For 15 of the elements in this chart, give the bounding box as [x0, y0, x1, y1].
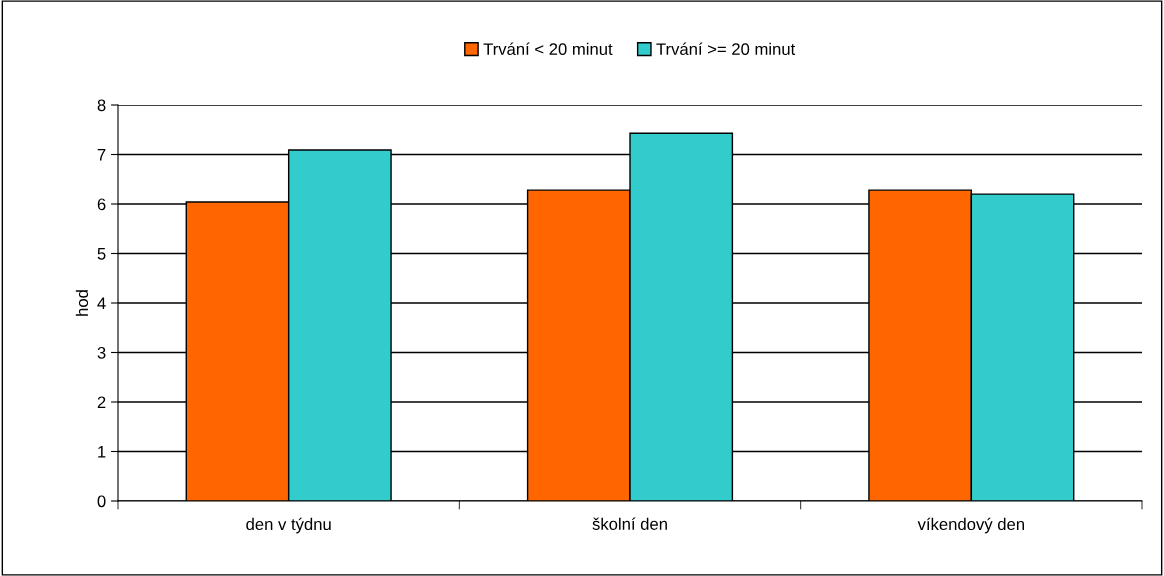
legend-label: Trvání < 20 minut [483, 42, 613, 56]
y-tick-label: 6 [97, 198, 106, 211]
x-tick-label: víkendový den [917, 517, 1024, 534]
x-tick-label: školní den [592, 517, 667, 530]
y-tick-label: 1 [98, 446, 106, 458]
y-tick-label: 7 [97, 149, 106, 161]
y-tick-label: 3 [97, 346, 106, 359]
y-tick-label: 4 [97, 297, 106, 310]
y-axis-title: hod [75, 290, 89, 316]
x-tick-label: den v týdnu [246, 517, 331, 534]
y-tick-label: 2 [97, 396, 106, 409]
legend-label: Trvání >= 20 minut [656, 42, 796, 56]
y-tick-label: 8 [97, 99, 106, 112]
y-tick-label: 5 [97, 248, 106, 260]
y-tick-label: 0 [97, 495, 106, 508]
